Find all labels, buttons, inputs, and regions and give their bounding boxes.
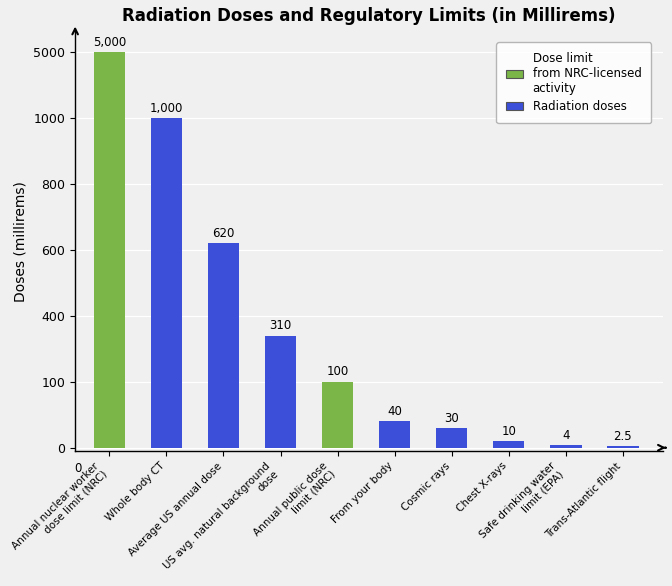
Bar [322,381,353,448]
Text: 5,000: 5,000 [93,36,126,49]
Y-axis label: Doses (millirems): Doses (millirems) [14,181,28,302]
Bar [208,243,239,448]
Bar [93,52,125,448]
Text: 30: 30 [444,411,459,425]
Bar [493,441,524,448]
Text: 1,000: 1,000 [150,101,183,114]
Text: 620: 620 [212,227,235,240]
Bar [151,118,182,448]
Text: 310: 310 [269,319,292,332]
Text: 40: 40 [387,405,402,418]
Bar [379,421,411,448]
Text: 4: 4 [562,429,570,442]
Legend: Dose limit
from NRC-licensed
activity, Radiation doses: Dose limit from NRC-licensed activity, R… [496,42,651,123]
Text: 100: 100 [327,366,349,379]
Title: Radiation Doses and Regulatory Limits (in Millirems): Radiation Doses and Regulatory Limits (i… [122,7,616,25]
Text: 2.5: 2.5 [614,430,632,443]
Bar [265,336,296,448]
Bar [607,446,638,448]
Bar [436,428,468,448]
Text: 10: 10 [501,425,516,438]
Text: 0: 0 [75,462,82,475]
Bar [550,445,581,448]
